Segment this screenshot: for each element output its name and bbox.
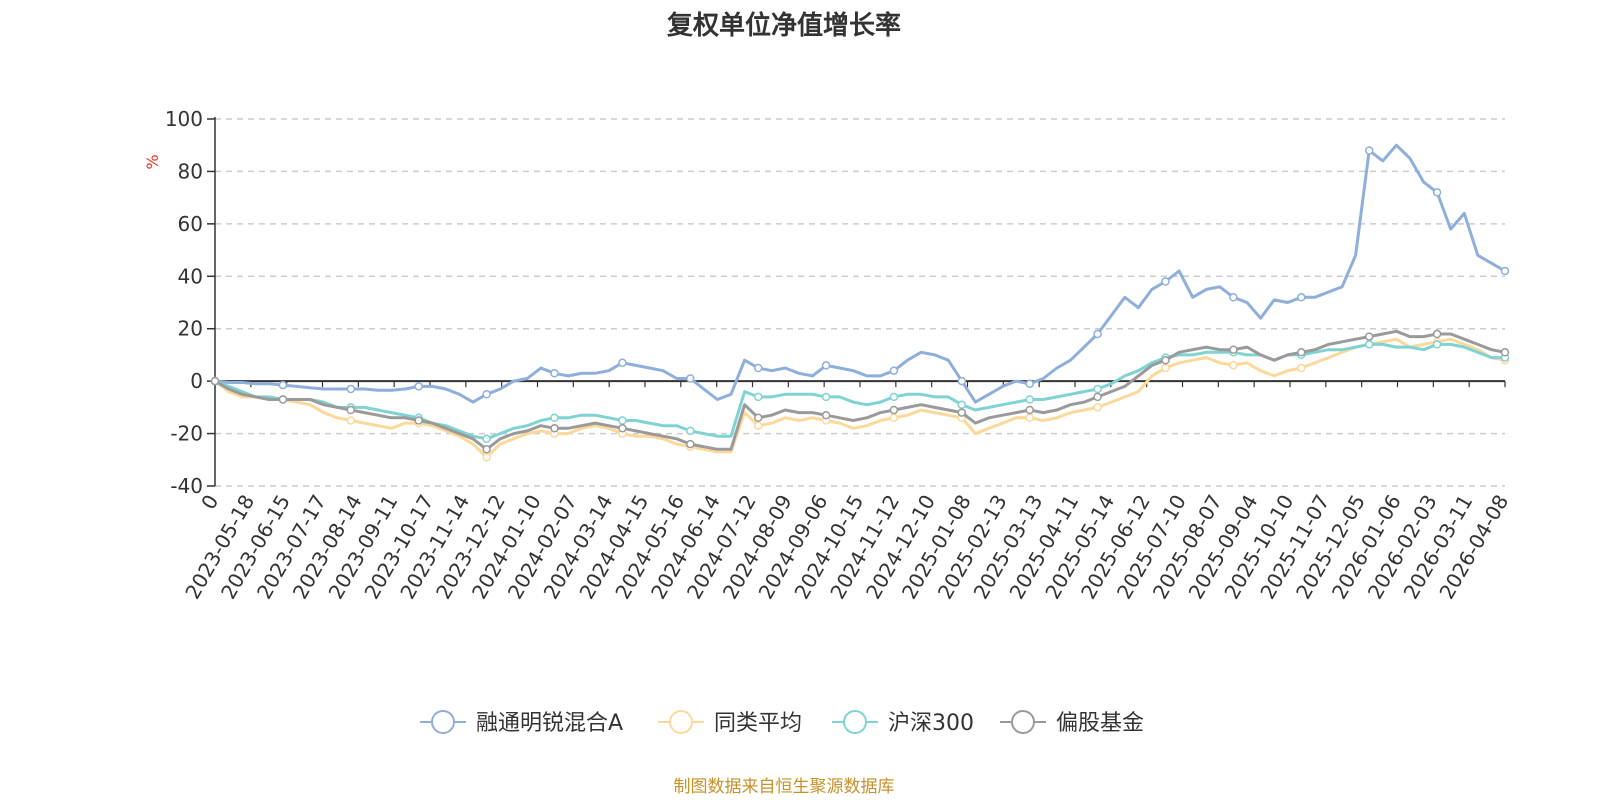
legend-marker bbox=[1011, 710, 1035, 734]
legend-label: 同类平均 bbox=[714, 711, 802, 736]
series-point bbox=[414, 416, 423, 425]
series-point bbox=[278, 395, 288, 404]
y-tick-label: 80 bbox=[178, 159, 203, 183]
series-point bbox=[821, 361, 831, 370]
series-point bbox=[550, 369, 559, 378]
y-tick-label: 20 bbox=[178, 317, 203, 341]
legend-item[interactable]: 融通明锐混合A bbox=[420, 710, 623, 736]
series-point bbox=[821, 392, 831, 402]
series-point bbox=[1161, 355, 1170, 365]
y-tick-label: 60 bbox=[178, 212, 203, 236]
series-point bbox=[210, 376, 220, 386]
source-note: 制图数据来自恒生聚源数据库 bbox=[674, 777, 895, 797]
series-lines bbox=[210, 143, 1510, 462]
series-point bbox=[1025, 413, 1034, 423]
series-point bbox=[889, 413, 899, 423]
series-point bbox=[1432, 188, 1442, 197]
series-point bbox=[482, 390, 491, 399]
series-point bbox=[482, 452, 491, 462]
series-point bbox=[1297, 293, 1306, 302]
legend-label: 沪深300 bbox=[888, 711, 974, 736]
series-point bbox=[618, 416, 627, 425]
series-point bbox=[414, 382, 423, 391]
series-point bbox=[753, 392, 763, 402]
grid-lines bbox=[215, 118, 1505, 487]
series-point bbox=[618, 358, 627, 368]
series-point bbox=[1229, 361, 1238, 370]
legend-label: 融通明锐混合A bbox=[476, 711, 623, 736]
series-point bbox=[1229, 293, 1238, 302]
series-point bbox=[957, 400, 967, 409]
series-point bbox=[753, 421, 763, 430]
series-point bbox=[753, 363, 763, 373]
series-point bbox=[1093, 392, 1102, 402]
y-tick-label: 100 bbox=[165, 107, 203, 131]
legend-marker bbox=[431, 710, 455, 734]
series-line bbox=[214, 143, 1506, 404]
y-axis-ticks: 100 80 60 40 20 0 -20 -40 bbox=[165, 107, 215, 498]
series-point bbox=[686, 426, 695, 436]
series-point bbox=[1025, 395, 1034, 404]
series-point bbox=[889, 405, 899, 415]
legend-marker bbox=[843, 710, 867, 734]
legend-label: 偏股基金 bbox=[1056, 711, 1144, 736]
series-line bbox=[214, 337, 1506, 459]
series-point bbox=[482, 445, 491, 454]
legend-item[interactable]: 沪深300 bbox=[832, 710, 974, 736]
series-line bbox=[214, 342, 1505, 441]
legend-item[interactable]: 同类平均 bbox=[658, 710, 802, 736]
series-point bbox=[686, 374, 695, 383]
series-point bbox=[1093, 329, 1102, 339]
y-tick-label: 40 bbox=[178, 264, 203, 288]
x-axis-ticks: 02023-05-182023-06-152023-07-172023-08-1… bbox=[180, 381, 1513, 603]
series-point bbox=[889, 392, 899, 402]
series-point bbox=[889, 366, 899, 375]
series-point bbox=[1093, 384, 1102, 394]
series-point bbox=[278, 380, 288, 390]
legend-item[interactable]: 偏股基金 bbox=[1000, 710, 1144, 736]
legend-marker bbox=[669, 710, 693, 734]
series-point bbox=[1229, 345, 1238, 354]
series-point bbox=[957, 408, 967, 417]
series-point bbox=[686, 439, 695, 449]
y-tick-label: -20 bbox=[170, 422, 203, 446]
series-point bbox=[1364, 340, 1374, 349]
series-1 bbox=[210, 337, 1510, 462]
axes bbox=[214, 117, 1505, 486]
x-tick-label: 0 bbox=[196, 491, 223, 514]
y-tick-label: 0 bbox=[190, 369, 203, 393]
series-point bbox=[550, 424, 559, 433]
series-point bbox=[346, 384, 356, 394]
series-point bbox=[1500, 348, 1510, 357]
series-line bbox=[214, 329, 1506, 451]
series-point bbox=[618, 424, 627, 433]
series-point bbox=[1161, 363, 1170, 373]
series-point bbox=[1161, 277, 1170, 286]
series-point bbox=[1093, 403, 1102, 412]
series-point bbox=[1297, 348, 1306, 357]
y-tick-label: -40 bbox=[170, 474, 203, 498]
series-point bbox=[1500, 266, 1510, 276]
series-point bbox=[1297, 363, 1306, 373]
chart-title: 复权单位净值增长率 bbox=[667, 10, 901, 41]
series-point bbox=[346, 405, 356, 415]
series-point bbox=[1025, 379, 1034, 389]
series-point bbox=[1025, 405, 1034, 415]
series-point bbox=[1364, 332, 1374, 341]
series-point bbox=[957, 376, 967, 386]
series-3 bbox=[210, 329, 1510, 454]
series-point bbox=[1364, 146, 1374, 155]
y-axis-unit: % bbox=[143, 154, 162, 169]
series-point bbox=[753, 413, 763, 423]
series-point bbox=[550, 413, 559, 423]
series-point bbox=[821, 410, 831, 420]
legend[interactable]: 融通明锐混合A 同类平均 沪深300 偏股基金 bbox=[420, 710, 1144, 736]
series-point bbox=[1432, 329, 1442, 339]
series-point bbox=[346, 416, 356, 425]
series-point bbox=[1432, 340, 1442, 349]
series-point bbox=[482, 434, 491, 444]
